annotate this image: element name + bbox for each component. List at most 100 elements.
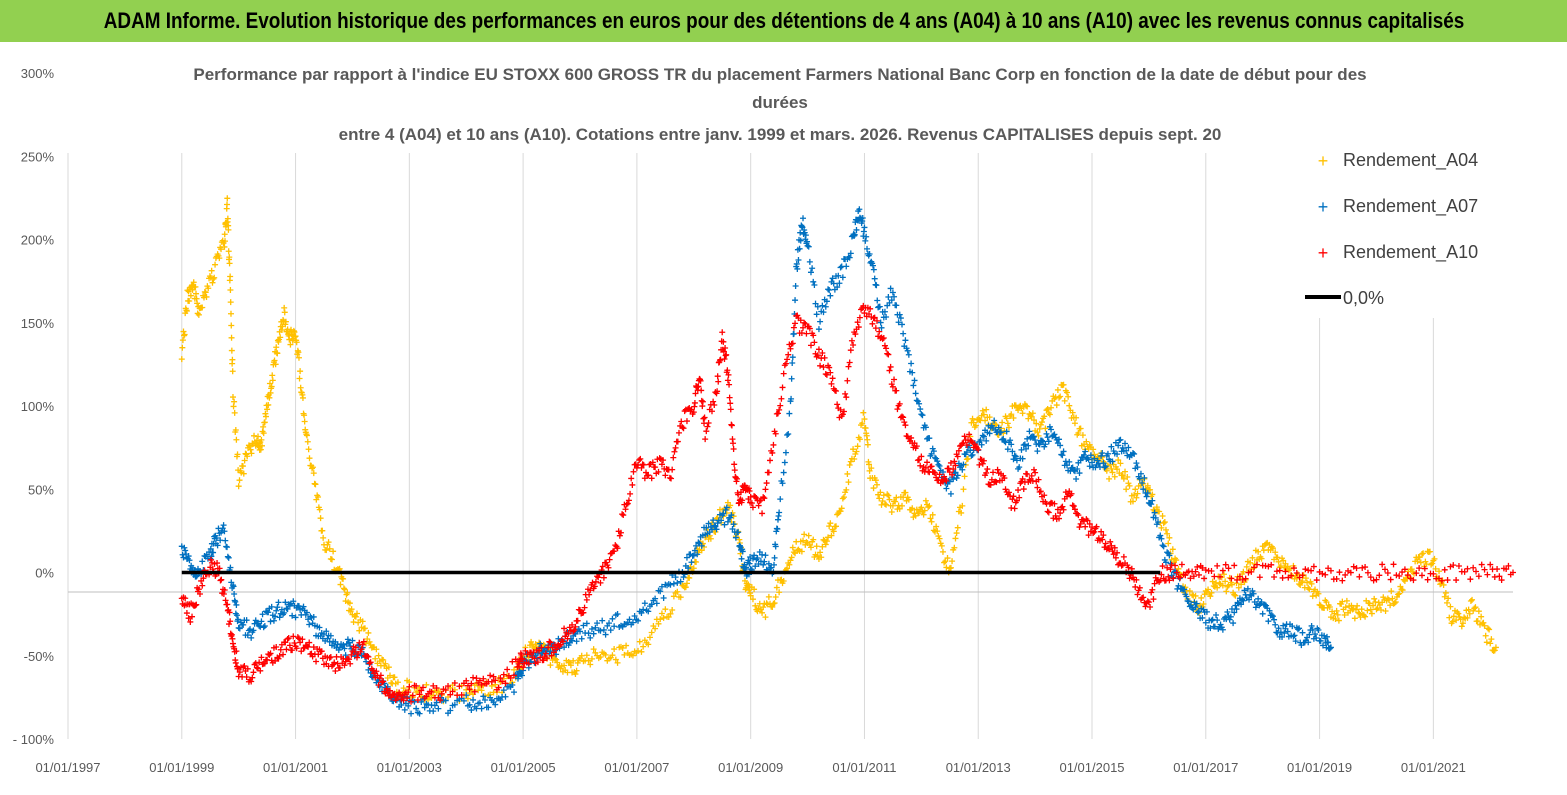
data-point [697,377,704,384]
data-point [811,339,818,346]
data-point [258,442,265,449]
data-point [810,332,817,339]
data-point [1231,591,1238,598]
legend-box [1282,138,1510,318]
data-point [217,577,224,584]
data-point [229,368,236,375]
data-point [346,600,353,607]
x-tick-label: 01/01/2019 [1287,760,1352,775]
data-point [1150,596,1157,603]
data-point [456,683,463,690]
data-point [340,585,347,592]
data-point [1109,458,1116,465]
data-point [1354,602,1361,609]
data-point [227,564,234,571]
data-point [208,267,215,274]
data-point [1114,466,1121,473]
data-point [1193,600,1200,607]
data-point [1059,452,1066,459]
data-point [1389,595,1396,602]
data-point [1275,625,1282,632]
data-point [1035,440,1042,447]
data-point [1487,640,1494,647]
data-point [983,406,990,413]
data-point [933,523,940,530]
data-point [614,659,621,666]
data-point [920,511,927,518]
data-point [734,475,741,482]
data-point [694,551,701,558]
data-point [1125,480,1132,487]
data-point [1393,572,1400,579]
data-point [611,646,618,653]
data-point [421,704,428,711]
data-point [823,371,830,378]
data-point [1336,569,1343,576]
y-tick-label: - 100% [13,732,55,747]
data-point [1175,582,1182,589]
data-point [216,565,223,572]
data-point [258,618,265,625]
data-point [795,257,802,264]
data-point [1401,566,1408,573]
data-point [1011,505,1018,512]
data-point [1343,597,1350,604]
data-point [611,548,618,555]
data-point [1090,446,1097,453]
data-point [266,394,273,401]
data-point [942,558,949,565]
data-point [983,437,990,444]
data-point [1461,568,1468,575]
data-point [1091,528,1098,535]
data-point [754,608,761,615]
data-point [630,468,637,475]
data-point [181,544,188,551]
data-point [1041,492,1048,499]
data-point [1208,589,1215,596]
data-point [1140,486,1147,493]
data-point [757,497,764,504]
data-point [324,541,331,548]
x-tick-label: 01/01/2003 [377,760,442,775]
data-point [917,406,924,413]
data-point [818,554,825,561]
data-point [792,297,799,304]
data-point [819,350,826,357]
data-point [466,701,473,708]
data-point [588,625,595,632]
data-point [580,609,587,616]
data-point [1024,471,1031,478]
data-point [1132,486,1139,493]
data-point [1203,608,1210,615]
data-point [765,469,772,476]
data-point [636,638,643,645]
data-point [574,659,581,666]
data-point [979,432,986,439]
data-point [1144,598,1151,605]
data-point [995,424,1002,431]
data-point [1417,559,1424,566]
data-point [963,442,970,449]
data-point [391,674,398,681]
data-point [243,674,250,681]
data-point [787,557,794,564]
data-point [1396,590,1403,597]
data-point [641,600,648,607]
data-point [299,394,306,401]
data-point [1207,593,1214,600]
data-point [553,656,560,663]
data-point [221,528,228,535]
data-point [348,651,355,658]
data-point [1211,573,1218,580]
data-point [977,456,984,463]
data-point [1279,633,1286,640]
data-point [1100,532,1107,539]
data-point [1109,548,1116,555]
data-point [239,463,246,470]
data-point [1464,614,1471,621]
data-point [597,627,604,634]
data-point [1161,519,1168,526]
data-point [317,515,324,522]
data-point [1038,437,1045,444]
data-point [899,321,906,328]
